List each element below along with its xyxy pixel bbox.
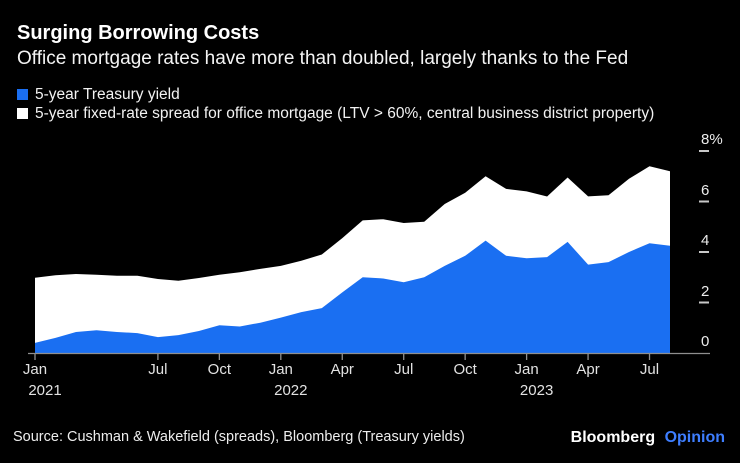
x-axis-label-month: Jan: [268, 361, 293, 378]
x-axis-label-month: Oct: [453, 361, 477, 378]
y-axis-label-4: 4: [701, 232, 710, 249]
legend-label-mortgage-spread: 5-year fixed-rate spread for office mort…: [35, 104, 655, 122]
x-axis-label-month: Oct: [207, 361, 232, 378]
chart-subtitle: Office mortgage rates have more than dou…: [17, 48, 629, 69]
y-axis-label-2: 2: [701, 282, 710, 300]
x-axis-label-month: Apr: [576, 361, 600, 378]
y-axis-label-6: 6: [701, 181, 710, 199]
legend-item-treasury-yield: 5-year Treasury yield: [17, 85, 654, 104]
blue-swatch-icon: [17, 89, 28, 100]
brand-name: Bloomberg: [570, 429, 656, 446]
bloomberg-opinion-logo: Bloomberg Opinion: [571, 429, 725, 447]
y-axis-label-0: 0: [701, 333, 710, 350]
treasury-area: [35, 240, 670, 353]
legend-label-treasury-yield: 5-year Treasury yield: [35, 85, 180, 103]
x-axis-label-year: 2022: [274, 382, 308, 399]
x-axis-label-month: Jan: [22, 361, 48, 378]
legend: 5-year Treasury yield 5-year fixed-rate …: [17, 85, 654, 123]
source-note: Source: Cushman & Wakefield (spreads), B…: [13, 429, 465, 445]
brand-edition: Opinion: [664, 429, 725, 446]
x-axis-label-year: 2023: [519, 382, 554, 399]
x-axis-label-month: Apr: [330, 361, 354, 378]
x-axis-label-year: 2021: [28, 382, 62, 399]
x-axis-label-month: Jul: [148, 361, 168, 378]
legend-item-mortgage-spread: 5-year fixed-rate spread for office mort…: [17, 104, 654, 123]
x-axis-label-month: Jan: [514, 361, 539, 378]
white-swatch-icon: [17, 108, 28, 119]
x-axis-label-month: Jul: [394, 361, 414, 378]
page-title: Surging Borrowing Costs: [17, 22, 260, 44]
x-axis-label-month: Jul: [639, 361, 660, 378]
y-axis-label-8: 8%: [701, 131, 723, 148]
